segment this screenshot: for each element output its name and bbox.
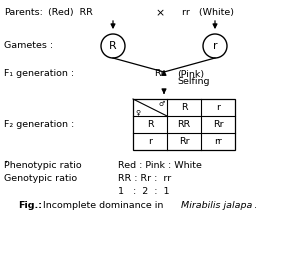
Text: (Pink): (Pink) — [177, 69, 204, 78]
Text: Mirabilis jalapa: Mirabilis jalapa — [181, 201, 252, 210]
Text: rr   (White): rr (White) — [182, 8, 234, 17]
Text: Fig.:: Fig.: — [18, 201, 42, 210]
Text: R: R — [109, 41, 117, 51]
Text: Red : Pink : White: Red : Pink : White — [118, 161, 202, 170]
Bar — [133, 99, 235, 150]
Text: ♀: ♀ — [135, 109, 140, 115]
Text: Genotypic ratio: Genotypic ratio — [4, 174, 77, 183]
Text: Incomplete dominance in: Incomplete dominance in — [40, 201, 166, 210]
Text: Gametes :: Gametes : — [4, 41, 53, 50]
Text: Selfing: Selfing — [177, 77, 209, 87]
Text: rr: rr — [214, 137, 222, 146]
Text: Parents:: Parents: — [4, 8, 43, 17]
Text: r: r — [216, 103, 220, 112]
Text: (Red)  RR: (Red) RR — [48, 8, 93, 17]
Text: R: R — [181, 103, 187, 112]
Text: r: r — [148, 137, 152, 146]
Text: RR: RR — [177, 120, 191, 129]
Text: ♂: ♂ — [159, 101, 165, 107]
Text: r: r — [213, 41, 217, 51]
Text: Phenotypic ratio: Phenotypic ratio — [4, 161, 82, 170]
Text: Rr: Rr — [154, 69, 165, 78]
Text: ×: × — [155, 8, 164, 18]
Text: Rr: Rr — [213, 120, 223, 129]
Text: RR : Rr :  rr: RR : Rr : rr — [118, 174, 171, 183]
Text: R: R — [147, 120, 153, 129]
Text: ,: , — [4, 155, 7, 164]
Text: .: . — [254, 201, 257, 210]
Text: 1   :  2  :  1: 1 : 2 : 1 — [118, 187, 170, 196]
Text: F₂ generation :: F₂ generation : — [4, 120, 74, 129]
Text: F₁ generation :: F₁ generation : — [4, 69, 74, 78]
Text: Rr: Rr — [179, 137, 189, 146]
